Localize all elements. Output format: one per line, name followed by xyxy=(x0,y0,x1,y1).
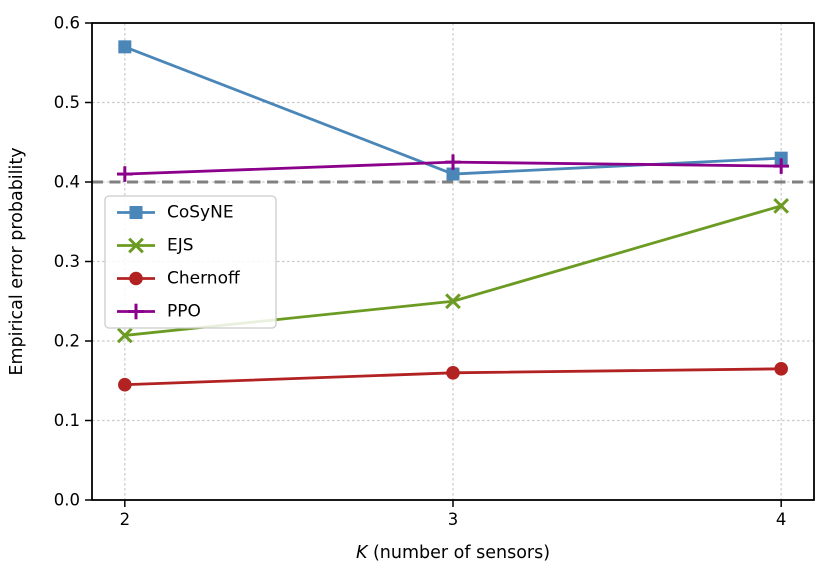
legend-item-ppo: PPO xyxy=(117,302,201,322)
y-tick-label: 0.5 xyxy=(54,93,80,112)
series-chernoff xyxy=(118,362,788,392)
legend-label: CoSyNE xyxy=(167,203,234,223)
legend-item-cosyne: CoSyNE xyxy=(117,203,234,223)
legend: CoSyNE EJS Chernoff PPO xyxy=(104,195,277,329)
marker-circle xyxy=(129,271,143,286)
y-axis-label: Empirical error probability xyxy=(7,147,27,375)
marker-plus xyxy=(128,303,144,320)
marker-x xyxy=(445,293,461,310)
y-tick-label: 0.2 xyxy=(54,332,80,351)
marker-circle xyxy=(774,362,788,376)
marker-plus xyxy=(117,166,133,182)
series-ppo xyxy=(117,154,789,182)
x-axis-label-rest: (number of sensors) xyxy=(367,543,550,563)
marker-x xyxy=(116,327,133,344)
marker-circle xyxy=(446,366,460,380)
x-tick-label: 3 xyxy=(448,510,459,529)
marker-square xyxy=(774,151,788,165)
legend-label: Chernoff xyxy=(167,269,241,289)
x-axis-label: K (number of sensors) xyxy=(356,543,550,563)
legend-label: EJS xyxy=(167,236,194,256)
y-tick-label: 0.0 xyxy=(54,491,80,510)
y-tick-label: 0.4 xyxy=(54,173,80,192)
plot-layer: 0.0 0.1 0.2 0.3 0.4 0.5 0.6 2 3 4 CoSyNE EJS Chernof… xyxy=(54,14,815,530)
marker-x xyxy=(773,197,790,214)
x-tick-label: 2 xyxy=(120,510,131,529)
y-tick-label: 0.6 xyxy=(54,14,80,33)
legend-item-ejs: EJS xyxy=(117,236,194,256)
axis-ticks: 0.0 0.1 0.2 0.3 0.4 0.5 0.6 2 3 4 xyxy=(54,14,787,530)
marker-square xyxy=(446,167,460,181)
marker-circle xyxy=(118,377,132,392)
x-tick-label: 4 xyxy=(776,510,787,529)
marker-square xyxy=(118,40,132,54)
marker-plus xyxy=(445,154,461,170)
legend-label: PPO xyxy=(167,302,201,322)
legend-box xyxy=(104,195,277,329)
y-tick-label: 0.1 xyxy=(54,411,80,430)
marker-x xyxy=(128,237,144,254)
x-axis-label-variable: K xyxy=(356,543,369,563)
marker-plus xyxy=(773,158,789,174)
y-tick-label: 0.3 xyxy=(54,252,80,271)
legend-item-chernoff: Chernoff xyxy=(117,269,241,289)
marker-square xyxy=(129,206,143,219)
